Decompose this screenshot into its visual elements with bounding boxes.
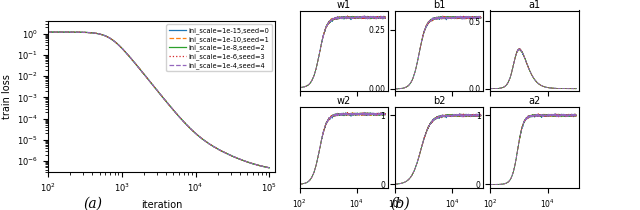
Title: b2: b2 <box>433 96 445 106</box>
Title: a2: a2 <box>528 96 541 106</box>
Legend: ini_scale=1e-15,seed=0, ini_scale=1e-10,seed=1, ini_scale=1e-8,seed=2, ini_scale: ini_scale=1e-15,seed=0, ini_scale=1e-10,… <box>166 24 272 71</box>
Title: w2: w2 <box>337 96 351 106</box>
Text: (b): (b) <box>390 197 410 210</box>
Y-axis label: train loss: train loss <box>2 74 12 119</box>
Title: w1: w1 <box>337 0 351 10</box>
Title: b1: b1 <box>433 0 445 10</box>
Title: a1: a1 <box>529 0 540 10</box>
X-axis label: iteration: iteration <box>141 200 182 210</box>
Text: (a): (a) <box>83 197 102 210</box>
